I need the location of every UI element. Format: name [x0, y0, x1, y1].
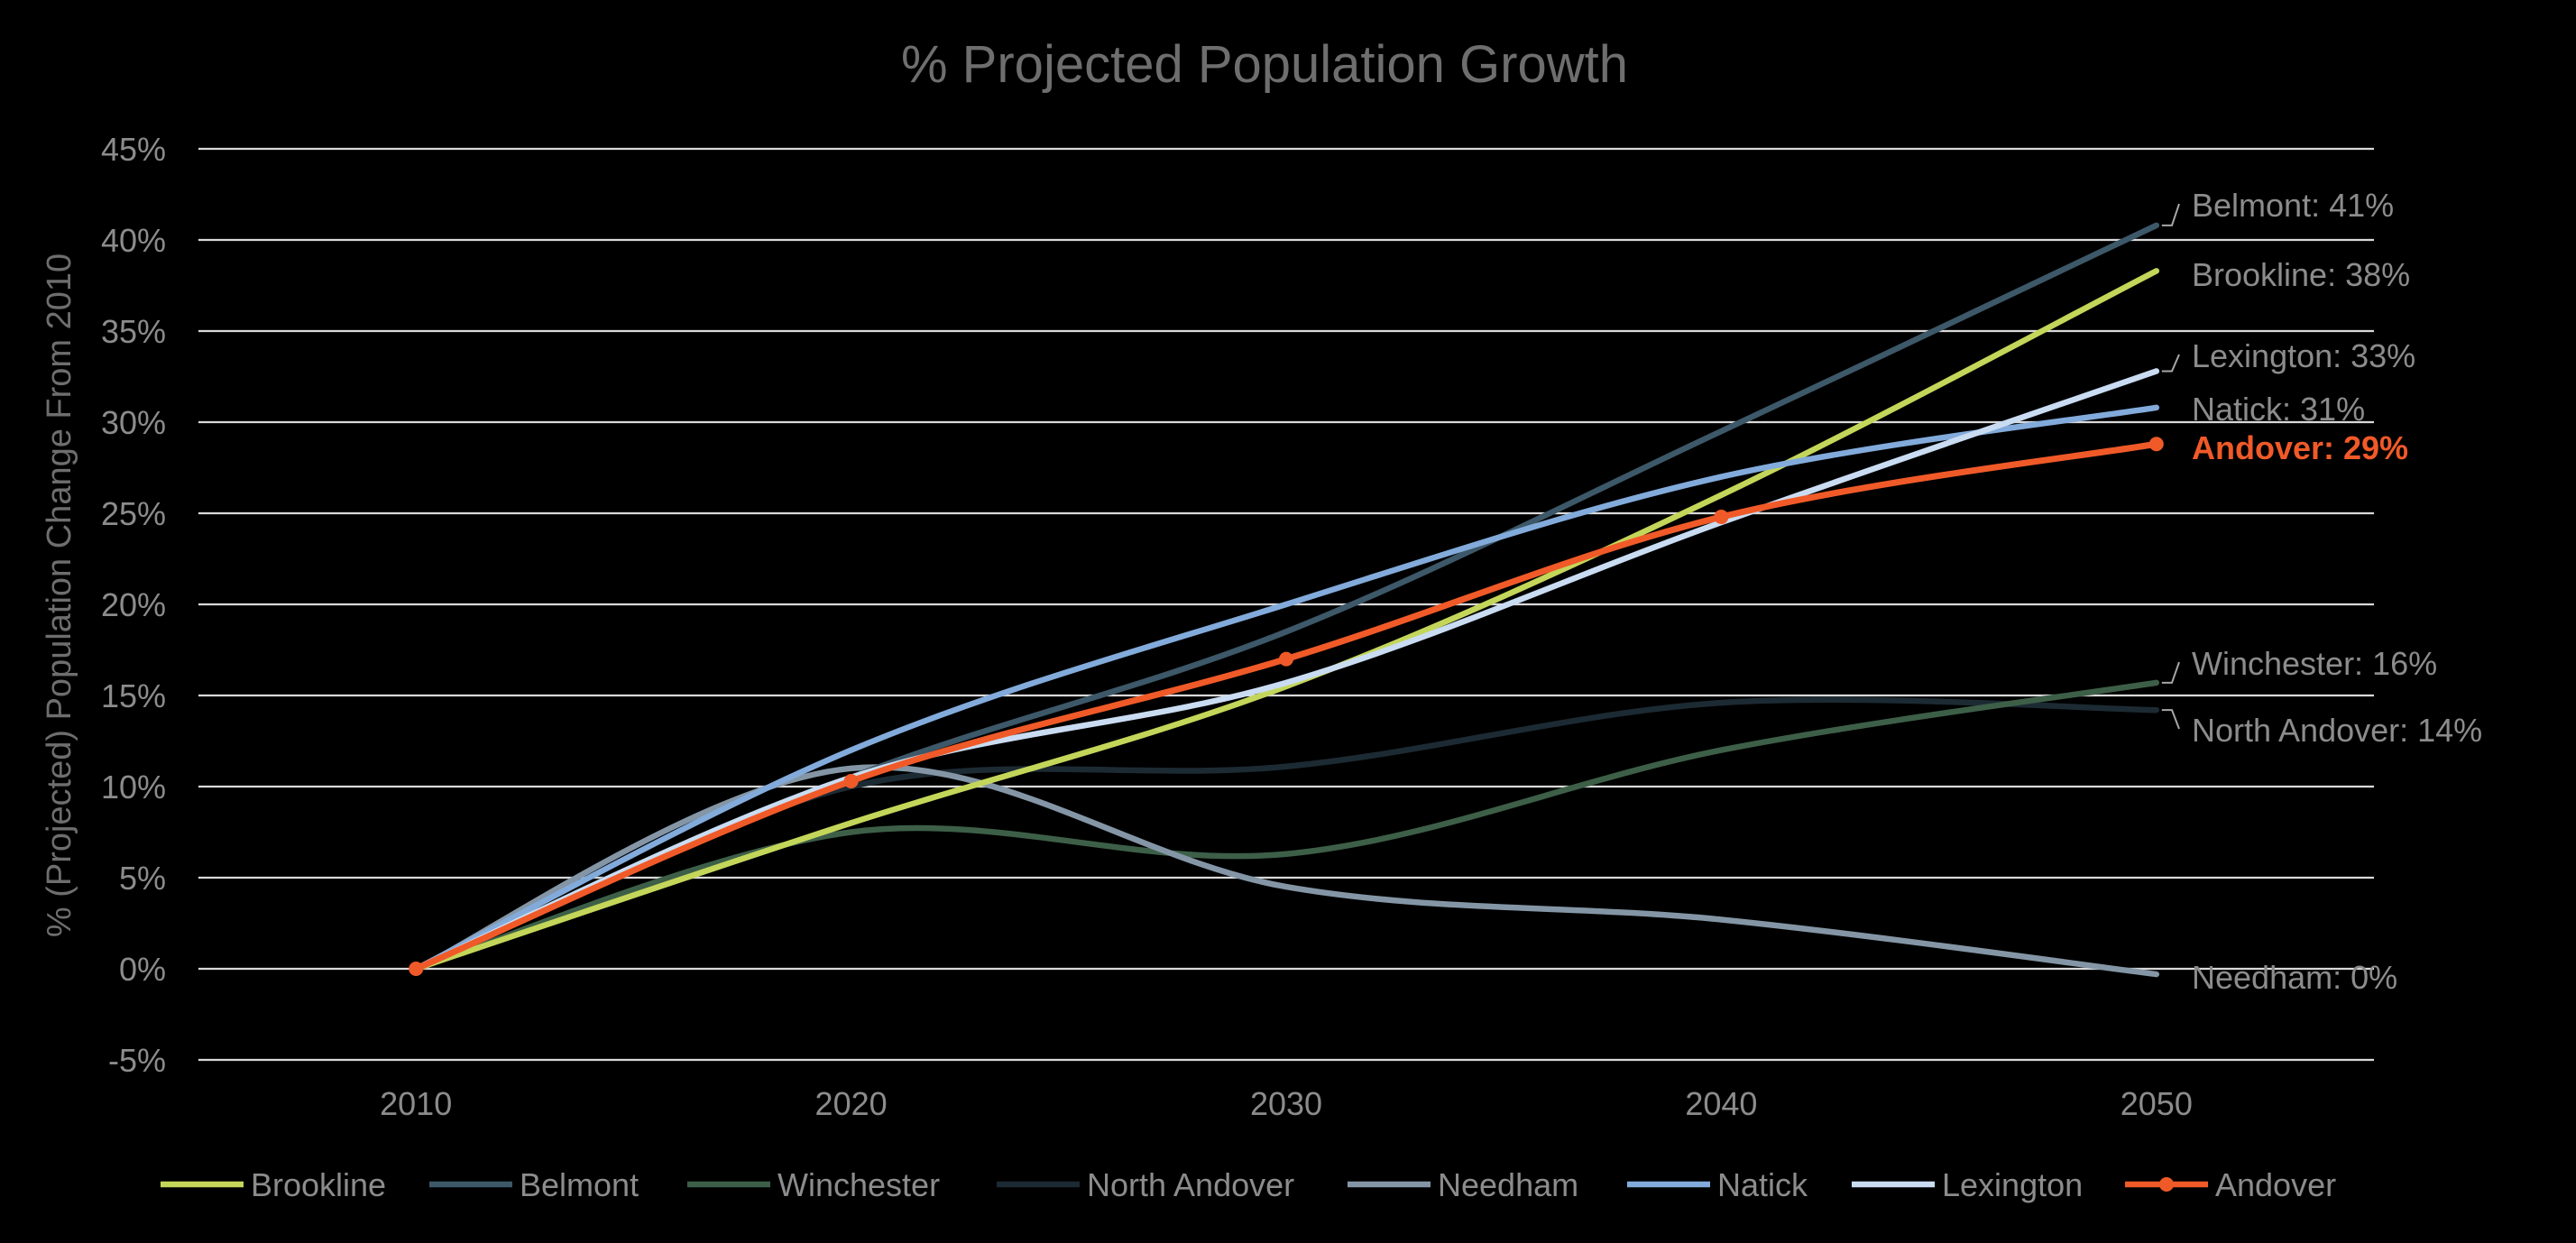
- y-axis-label: % (Projected) Population Change From 201…: [41, 253, 78, 937]
- leader-winchester: [2161, 661, 2180, 684]
- legend-item-brookline: Brookline: [161, 1166, 386, 1203]
- legend-label-natick: Natick: [1717, 1166, 1808, 1203]
- series-line-needham: [412, 764, 2160, 978]
- x-axis-ticks: 2010 2020 2030 2040 2050: [380, 1085, 2193, 1122]
- series-line-brookline: [412, 268, 2160, 972]
- legend-label-winchester: Winchester: [777, 1166, 940, 1203]
- end-label-winchester: Winchester: 16%: [2192, 645, 2437, 682]
- legend-label-belmont: Belmont: [520, 1166, 639, 1203]
- legend-item-winchester: Winchester: [687, 1166, 940, 1203]
- leader-belmont: [2161, 203, 2180, 226]
- legend-label-north-andover: North Andover: [1087, 1166, 1294, 1203]
- legend-item-needham: Needham: [1348, 1166, 1578, 1203]
- chart-title: % Projected Population Growth: [901, 35, 1628, 94]
- series-line-winchester: [412, 679, 2160, 972]
- x-tick-label: 2010: [380, 1085, 452, 1122]
- x-tick-label: 2040: [1685, 1085, 1757, 1122]
- legend-label-needham: Needham: [1438, 1166, 1578, 1203]
- y-tick-label: 20%: [101, 586, 166, 623]
- legend-label-brookline: Brookline: [251, 1166, 386, 1203]
- series-line-andover: [412, 440, 2160, 972]
- leader-north-andover: [2161, 709, 2180, 730]
- series-line-natick: [412, 404, 2160, 972]
- legend-label-lexington: Lexington: [1942, 1166, 2083, 1203]
- point-andover-2040: [1714, 510, 1729, 525]
- legend-item-andover: Andover: [2125, 1166, 2336, 1203]
- legend: Brookline Belmont Winchester North Andover N…: [161, 1166, 2336, 1203]
- end-label-lexington: Lexington: 33%: [2192, 337, 2415, 374]
- legend-item-belmont: Belmont: [429, 1166, 639, 1203]
- y-tick-label: 35%: [101, 313, 166, 350]
- series-line-belmont: [412, 222, 2160, 972]
- leader-lexington: [2161, 354, 2180, 373]
- y-tick-label: 0%: [119, 951, 166, 988]
- end-label-andover: Andover: 29%: [2192, 429, 2408, 466]
- legend-item-natick: Natick: [1627, 1166, 1808, 1203]
- legend-label-andover: Andover: [2215, 1166, 2336, 1203]
- y-tick-label: 15%: [101, 677, 166, 714]
- y-tick-label: 25%: [101, 495, 166, 532]
- x-tick-label: 2020: [815, 1085, 888, 1122]
- y-tick-label: 5%: [119, 860, 166, 897]
- y-tick-label: 10%: [101, 769, 166, 806]
- y-axis-ticks: -5% 0% 5% 10% 15% 20% 25% 30% 35% 40% 45%: [101, 131, 166, 1079]
- y-tick-label: -5%: [108, 1042, 166, 1079]
- point-andover-2050: [2148, 437, 2164, 452]
- end-label-needham: Needham: 0%: [2192, 959, 2397, 996]
- series-line-lexington: [412, 368, 2160, 972]
- point-andover-2030: [1279, 651, 1293, 667]
- x-tick-label: 2050: [2121, 1085, 2193, 1122]
- x-tick-label: 2030: [1250, 1085, 1322, 1122]
- end-label-natick: Natick: 31%: [2192, 391, 2365, 428]
- y-tick-label: 45%: [101, 131, 166, 168]
- end-label-north-andover: North Andover: 14%: [2192, 712, 2482, 749]
- end-labels: Brookline: 38% Belmont: 41% Winchester: 16…: [2161, 187, 2482, 996]
- point-andover-2020: [843, 773, 859, 788]
- point-andover-2010: [409, 962, 424, 976]
- end-label-brookline: Brookline: 38%: [2192, 256, 2410, 293]
- legend-marker-andover: [2159, 1177, 2174, 1192]
- legend-item-lexington: Lexington: [1852, 1166, 2083, 1203]
- y-tick-label: 40%: [101, 222, 166, 259]
- y-tick-label: 30%: [101, 404, 166, 441]
- series-lines: [409, 222, 2164, 978]
- legend-item-north-andover: North Andover: [997, 1166, 1294, 1203]
- end-label-belmont: Belmont: 41%: [2192, 187, 2394, 224]
